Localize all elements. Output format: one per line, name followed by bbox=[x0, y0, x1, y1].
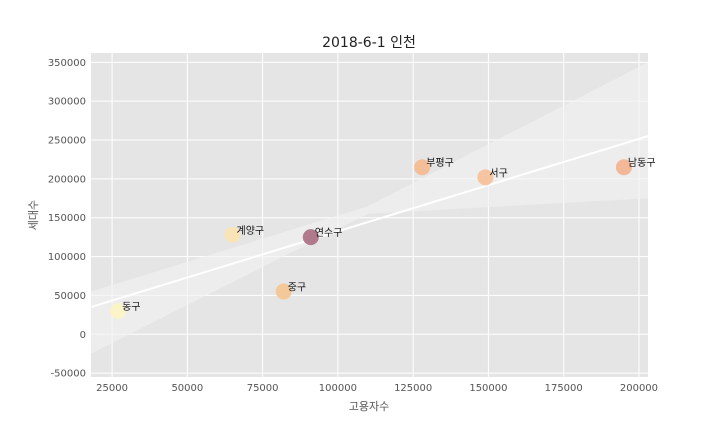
data-point bbox=[224, 226, 241, 243]
point-label: 동구 bbox=[122, 301, 140, 313]
point-label: 계양구 bbox=[237, 225, 265, 237]
y-tick-label: 50000 bbox=[54, 291, 86, 302]
data-point bbox=[275, 283, 292, 300]
y-tick-label: 300000 bbox=[48, 97, 86, 108]
x-tick-label: 175000 bbox=[545, 383, 583, 394]
data-point bbox=[615, 159, 632, 176]
x-tick-label: 25000 bbox=[96, 383, 128, 394]
regression-line-layer bbox=[90, 135, 649, 309]
data-point bbox=[302, 229, 319, 246]
x-tick-label: 75000 bbox=[247, 383, 279, 394]
point-label: 부평구 bbox=[426, 157, 454, 169]
point-label: 남동구 bbox=[628, 157, 656, 169]
regression-line bbox=[90, 135, 649, 309]
y-tick-label: -50000 bbox=[51, 369, 86, 380]
x-tick-label: 125000 bbox=[394, 383, 432, 394]
point-label: 연수구 bbox=[315, 227, 343, 239]
confidence-band bbox=[91, 62, 648, 354]
point-label: 서구 bbox=[489, 167, 507, 179]
x-axis-ticks: 25000 50000 75000 100000 125000 150000 175000 2… bbox=[96, 383, 658, 394]
x-tick-label: 100000 bbox=[319, 383, 357, 394]
y-tick-label: 0 bbox=[80, 330, 86, 341]
y-tick-label: 250000 bbox=[48, 136, 86, 147]
y-tick-label: 200000 bbox=[48, 174, 86, 185]
chart-title: 2018-6-1 인천 bbox=[322, 35, 416, 51]
y-tick-label: 350000 bbox=[48, 58, 86, 69]
y-tick-label: 150000 bbox=[48, 213, 86, 224]
x-tick-label: 150000 bbox=[469, 383, 507, 394]
x-axis-label: 고용자수 bbox=[349, 400, 389, 413]
x-tick-label: 50000 bbox=[171, 383, 203, 394]
data-point bbox=[110, 302, 127, 319]
confidence-band-layer bbox=[91, 62, 648, 354]
plot-background bbox=[91, 53, 648, 377]
y-axis-ticks: -50000 0 50000 100000 150000 200000 250000 3000… bbox=[48, 58, 86, 380]
data-point bbox=[477, 169, 494, 186]
data-point bbox=[414, 159, 431, 176]
x-tick-label: 200000 bbox=[620, 383, 658, 394]
y-tick-label: 100000 bbox=[48, 252, 86, 263]
y-axis-label: 세대수 bbox=[27, 200, 40, 230]
point-label: 중구 bbox=[288, 282, 306, 294]
